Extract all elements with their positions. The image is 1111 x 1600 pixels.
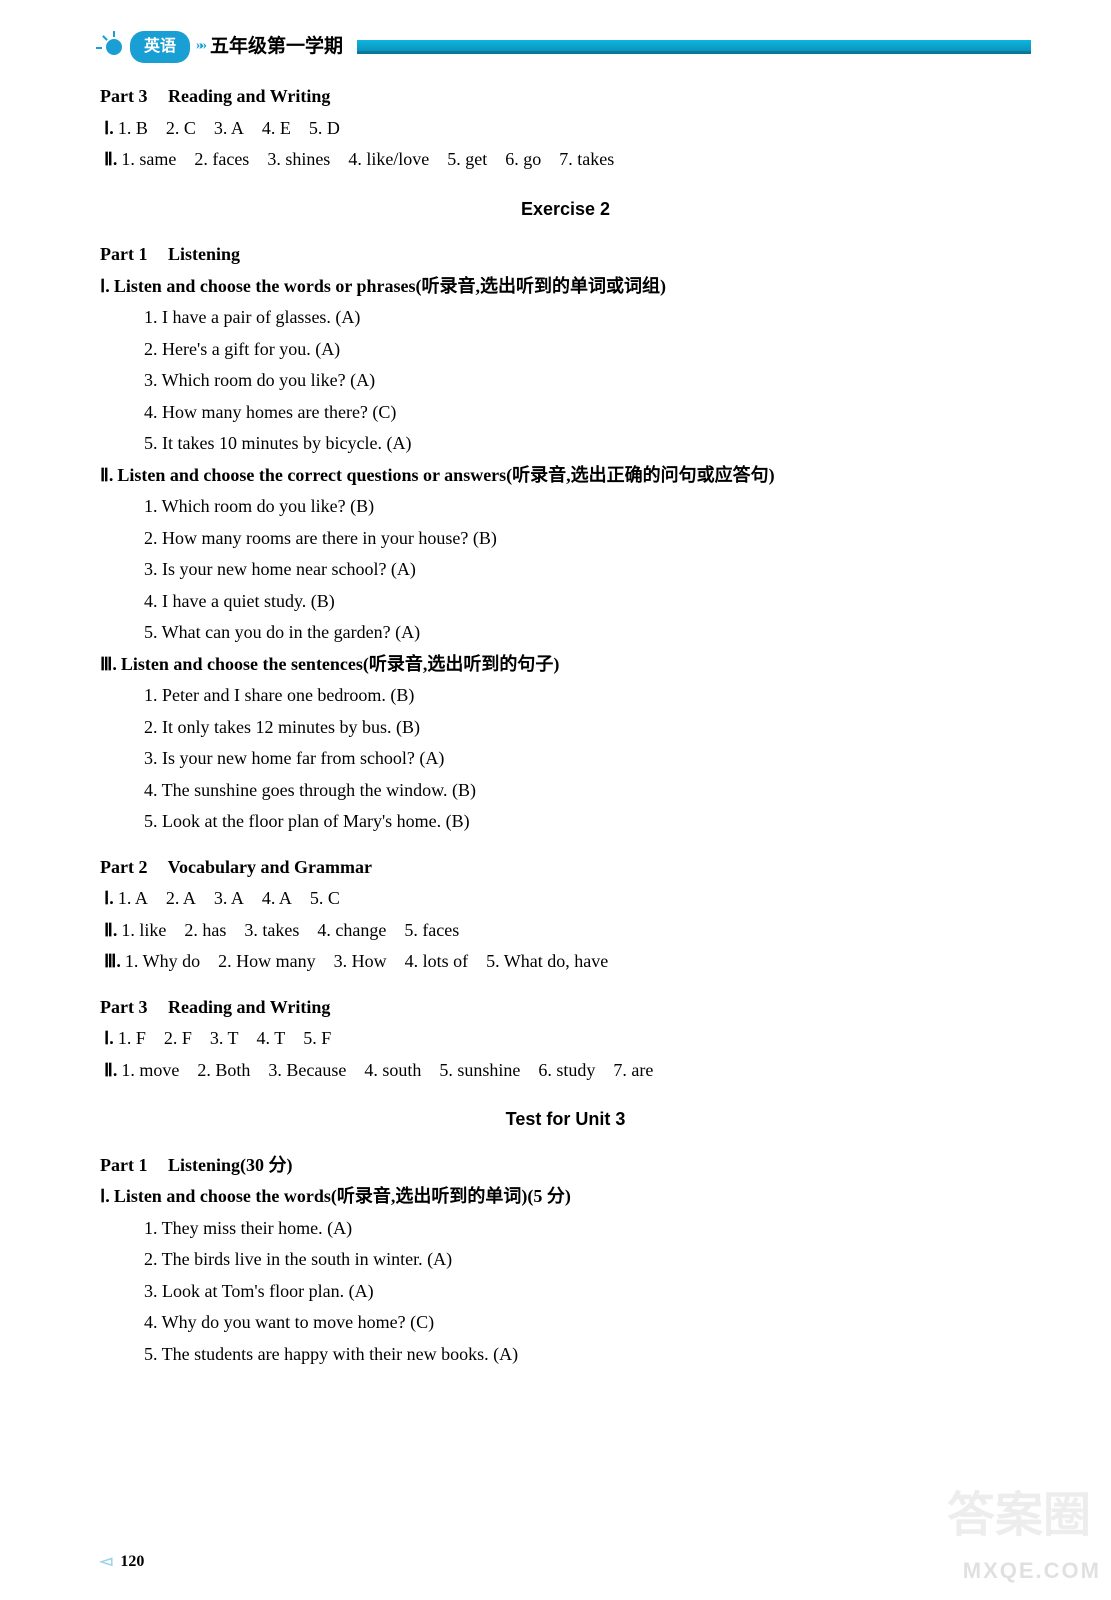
ex2-p2-i: Ⅰ. 1. A2. A3. A4. A5. C (104, 883, 1031, 915)
answers: 1. same2. faces3. shines4. like/love5. g… (121, 149, 632, 169)
answers: 1. move2. Both3. Because4. south5. sunsh… (121, 1060, 671, 1080)
part-name: Listening (168, 244, 240, 264)
roman-label: Ⅰ. (104, 113, 114, 145)
list-item: 4. How many homes are there? (C) (144, 397, 1031, 429)
ex2-p1-title: Part 1 Listening (100, 239, 1031, 271)
list-item: 4. I have a quiet study. (B) (144, 586, 1031, 618)
unit3-p1-s1-head: Ⅰ. Listen and choose the words(听录音,选出听到的… (100, 1181, 1031, 1213)
list-item: 3. Which room do you like? (A) (144, 365, 1031, 397)
part-no: Part 1 (100, 1155, 147, 1175)
section-heading: Listen and choose the words(听录音,选出听到的单词)… (114, 1186, 571, 1206)
ex2-p2-title: Part 2 Vocabulary and Grammar (100, 852, 1031, 884)
ex2-p3-ii: Ⅱ. 1. move2. Both3. Because4. south5. su… (104, 1055, 1031, 1087)
part-name: Listening(30 分) (168, 1155, 293, 1175)
section-heading: Listen and choose the correct questions … (117, 465, 774, 485)
part-name: Reading and Writing (168, 86, 330, 106)
list-item: 2. Here's a gift for you. (A) (144, 334, 1031, 366)
ex2-p1-s1-head: Ⅰ. Listen and choose the words or phrase… (100, 271, 1031, 303)
section-heading: Listen and choose the sentences(听录音,选出听到… (121, 654, 560, 674)
list-item: 1. They miss their home. (A) (144, 1213, 1031, 1245)
section-heading: Listen and choose the words or phrases(听… (114, 276, 666, 296)
grade-term: 五年级第一学期 (210, 30, 343, 63)
part-name: Reading and Writing (168, 997, 330, 1017)
list-item: 1. I have a pair of glasses. (A) (144, 302, 1031, 334)
wave-icon: ◅ (100, 1553, 112, 1570)
roman-label: Ⅱ. (100, 460, 113, 492)
answers: 1. B2. C3. A4. E5. D (118, 118, 358, 138)
list-item: 1. Peter and I share one bedroom. (B) (144, 680, 1031, 712)
header-bar (357, 40, 1031, 54)
unit3-p1-title: Part 1 Listening(30 分) (100, 1150, 1031, 1182)
roman-label: Ⅰ. (100, 271, 110, 303)
roman-label: Ⅲ. (100, 649, 117, 681)
list-item: 2. The birds live in the south in winter… (144, 1244, 1031, 1276)
list-item: 5. It takes 10 minutes by bicycle. (A) (144, 428, 1031, 460)
roman-label: Ⅰ. (104, 883, 114, 915)
page-footer: ◅ 120 (100, 1548, 144, 1576)
p3a-i: Ⅰ. 1. B2. C3. A4. E5. D (104, 113, 1031, 145)
ex2-p1-s3-head: Ⅲ. Listen and choose the sentences(听录音,选… (100, 649, 1031, 681)
ex2-p3-i: Ⅰ. 1. F2. F3. T4. T5. F (104, 1023, 1031, 1055)
list-item: 3. Look at Tom's floor plan. (A) (144, 1276, 1031, 1308)
roman-label: Ⅱ. (104, 144, 117, 176)
part-name: Vocabulary and Grammar (168, 857, 372, 877)
ex2-p2-iii: Ⅲ. 1. Why do2. How many3. How4. lots of5… (104, 946, 1031, 978)
roman-label: Ⅰ. (104, 1023, 114, 1055)
answers: 1. F2. F3. T4. T5. F (118, 1028, 349, 1048)
part-no: Part 3 (100, 997, 147, 1017)
roman-label: Ⅱ. (104, 1055, 117, 1087)
list-item: 2. How many rooms are there in your hous… (144, 523, 1031, 555)
page-header: 英语 »» 五年级第一学期 (100, 30, 1031, 63)
p3a-ii: Ⅱ. 1. same2. faces3. shines4. like/love5… (104, 144, 1031, 176)
list-item: 4. Why do you want to move home? (C) (144, 1307, 1031, 1339)
watermark-cn: 答案圈 (947, 1474, 1091, 1558)
part-no: Part 1 (100, 244, 147, 264)
answers: 1. Why do2. How many3. How4. lots of5. W… (125, 951, 626, 971)
arrows-icon: »» (196, 34, 204, 59)
answers: 1. A2. A3. A4. A5. C (118, 888, 358, 908)
roman-label: Ⅱ. (104, 915, 117, 947)
list-item: 5. The students are happy with their new… (144, 1339, 1031, 1371)
roman-label: Ⅲ. (104, 946, 121, 978)
page-number: 120 (120, 1553, 144, 1570)
list-item: 5. What can you do in the garden? (A) (144, 617, 1031, 649)
part3a-title: Part 3 Reading and Writing (100, 81, 1031, 113)
list-item: 4. The sunshine goes through the window.… (144, 775, 1031, 807)
ex2-p3-title: Part 3 Reading and Writing (100, 992, 1031, 1024)
list-item: 3. Is your new home near school? (A) (144, 554, 1031, 586)
ex2-p2-ii: Ⅱ. 1. like2. has3. takes4. change5. face… (104, 915, 1031, 947)
ex2-p1-s2-head: Ⅱ. Listen and choose the correct questio… (100, 460, 1031, 492)
watermark-en: MXQE.COM (963, 1552, 1101, 1591)
list-item: 3. Is your new home far from school? (A) (144, 743, 1031, 775)
sun-icon (100, 33, 128, 61)
answers: 1. like2. has3. takes4. change5. faces (121, 920, 477, 940)
part-no: Part 3 (100, 86, 147, 106)
unit3-title: Test for Unit 3 (100, 1104, 1031, 1136)
roman-label: Ⅰ. (100, 1181, 110, 1213)
list-item: 2. It only takes 12 minutes by bus. (B) (144, 712, 1031, 744)
subject-badge: 英语 (130, 31, 190, 63)
list-item: 5. Look at the floor plan of Mary's home… (144, 806, 1031, 838)
exercise-2-title: Exercise 2 (100, 194, 1031, 226)
part-no: Part 2 (100, 857, 147, 877)
list-item: 1. Which room do you like? (B) (144, 491, 1031, 523)
